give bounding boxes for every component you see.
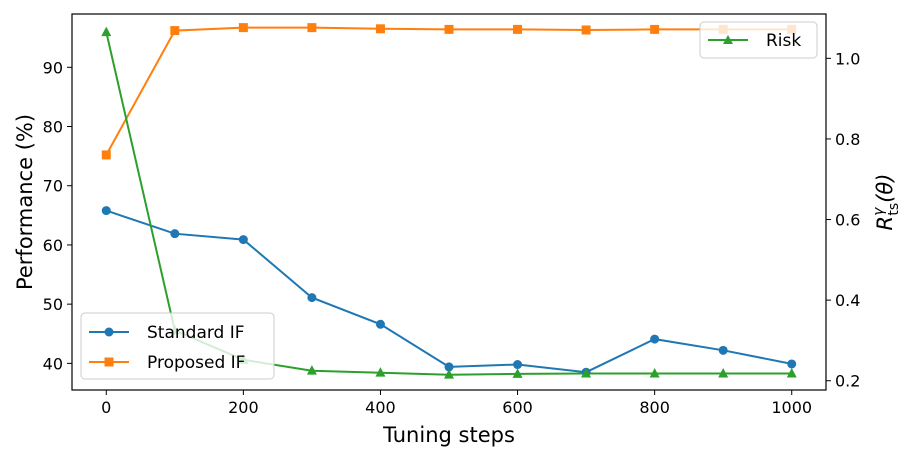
legend-entry-standard-if: Standard IF <box>89 323 245 343</box>
x-tick-label: 0 <box>101 398 111 417</box>
y-axis-label-right: Rγts(θ) <box>871 174 902 231</box>
y-left-tick-label: 70 <box>43 177 63 196</box>
data-point-proposed-if-500 <box>444 24 454 34</box>
data-point-risk-800 <box>649 367 660 378</box>
data-point-standard-if-200 <box>238 235 248 245</box>
data-point-standard-if-500 <box>444 362 454 372</box>
y-axis-label-right-sub: ts <box>886 203 902 216</box>
x-tick-label: 1000 <box>771 398 812 417</box>
legend-entry-proposed-if: Proposed IF <box>89 353 245 373</box>
y-axis-label-right-base: R <box>873 216 897 231</box>
data-point-risk-0 <box>101 26 112 37</box>
y-axis-label-left: Performance (%) <box>13 114 37 290</box>
data-point-standard-if-300 <box>307 293 317 303</box>
data-point-standard-if-400 <box>375 319 385 329</box>
data-point-standard-if-800 <box>650 334 660 344</box>
y-right-tick-label: 0.2 <box>835 372 860 391</box>
data-point-standard-if-1000 <box>787 359 797 369</box>
y-right-tick-label: 0.4 <box>835 291 860 310</box>
y-right-tick-label: 0.6 <box>835 211 860 230</box>
data-point-proposed-if-700 <box>581 25 591 35</box>
ticks-layer: 0 200 400 600 800 1000 40 50 60 70 80 90 0.2 0.4 0.6 0.… <box>43 49 861 417</box>
legend-right-box <box>699 21 818 59</box>
x-tick-label: 200 <box>228 398 259 417</box>
data-point-standard-if-0 <box>101 206 111 216</box>
plot-frame <box>71 13 827 391</box>
legend-marker-proposed-if <box>104 357 114 367</box>
x-tick-label: 400 <box>365 398 396 417</box>
data-point-standard-if-900 <box>718 345 728 355</box>
legend-marker-risk <box>723 35 733 44</box>
x-tick-label: 800 <box>639 398 670 417</box>
data-point-risk-1000 <box>786 367 797 378</box>
data-point-proposed-if-200 <box>238 23 248 33</box>
y-left-tick-label: 60 <box>43 236 63 255</box>
x-tick-label: 600 <box>502 398 533 417</box>
legend-entry-risk: Risk <box>708 31 801 51</box>
y-left-tick-label: 90 <box>43 58 63 77</box>
y-right-tick-label: 1.0 <box>835 49 860 68</box>
data-point-proposed-if-300 <box>307 23 317 33</box>
legend-label-proposed-if: Proposed IF <box>147 353 245 373</box>
data-point-proposed-if-800 <box>650 24 660 34</box>
data-point-risk-700 <box>581 367 592 378</box>
data-point-risk-300 <box>306 365 317 375</box>
legend-marker-standard-if <box>104 327 114 337</box>
legend-right: Risk <box>699 21 818 59</box>
y-left-tick-label: 40 <box>43 354 63 373</box>
data-point-risk-400 <box>375 367 386 377</box>
y-left-tick-label: 50 <box>43 295 63 314</box>
y-axis-label-right-sup: γ <box>871 207 887 216</box>
data-point-standard-if-600 <box>513 360 523 370</box>
data-point-standard-if-100 <box>170 229 180 239</box>
data-point-proposed-if-100 <box>170 26 180 36</box>
data-point-risk-900 <box>718 367 729 378</box>
legend-label-risk: Risk <box>766 31 801 51</box>
legend-left: Standard IF Proposed IF <box>80 312 275 380</box>
markers-layer <box>101 23 797 379</box>
data-point-proposed-if-400 <box>375 24 385 34</box>
y-right-tick-label: 0.8 <box>835 130 860 149</box>
data-point-risk-500 <box>444 369 454 379</box>
y-left-tick-label: 80 <box>43 118 63 137</box>
legend-label-standard-if: Standard IF <box>147 323 245 343</box>
x-axis-label: Tuning steps <box>382 423 515 447</box>
y-axis-label-right-arg: (θ) <box>873 174 897 203</box>
data-point-proposed-if-600 <box>513 24 523 34</box>
legend-left-box <box>80 312 275 380</box>
data-point-risk-600 <box>512 368 523 378</box>
data-point-proposed-if-0 <box>101 150 111 160</box>
